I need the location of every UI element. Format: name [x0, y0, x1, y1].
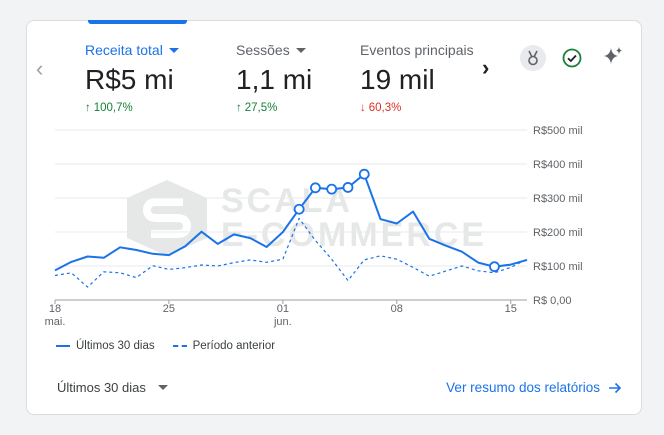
arrow-up-icon: ↑ — [85, 102, 91, 114]
sparkle-icon[interactable] — [600, 44, 626, 70]
legend-item-previous: Período anterior — [172, 340, 276, 352]
arrow-up-icon: ↑ — [236, 102, 242, 114]
watermark-line2: E-COMMERCE — [221, 216, 488, 254]
watermark-logo-icon — [127, 180, 207, 256]
caret-down-icon — [157, 385, 168, 390]
metric-label: Sessões — [236, 42, 290, 58]
period-dropdown[interactable]: Últimos 30 dias — [57, 380, 168, 395]
chevron-left-icon[interactable]: ‹ — [36, 56, 44, 81]
metric-change: 60,3% — [368, 102, 402, 114]
arrow-right-icon — [609, 382, 622, 393]
metric-change: 100,7% — [93, 102, 133, 114]
metric-value: 1,1 mi — [236, 64, 313, 95]
arrow-down-icon: ↓ — [360, 102, 366, 114]
watermark-line1: SCALA — [221, 182, 354, 220]
watermark: SCALA E-COMMERCE — [123, 178, 487, 258]
metric-label: Eventos principais — [360, 42, 474, 58]
chevron-right-icon[interactable]: › — [482, 55, 490, 80]
legend-label-current: Últimos 30 dias — [76, 340, 155, 352]
view-reports-link[interactable]: Ver resumo dos relatórios — [446, 380, 622, 395]
active-metric-indicator — [88, 20, 187, 24]
metric-tab-sessions[interactable]: Sessões 1,1 mi ↑ 27,5% — [236, 42, 312, 114]
caret-down-icon — [295, 47, 306, 53]
dashed-line-swatch — [172, 345, 187, 347]
caret-down-icon — [168, 47, 179, 53]
chart-legend: Últimos 30 dias Período anterior — [56, 340, 275, 352]
metric-value: 19 mil — [360, 64, 435, 95]
metric-label: Receita total — [85, 42, 163, 58]
legend-label-previous: Período anterior — [192, 340, 276, 352]
solid-line-swatch — [56, 345, 70, 347]
period-dropdown-label: Últimos 30 dias — [57, 380, 146, 395]
metric-tab-revenue[interactable]: Receita total R$5 mi ↑ 100,7% — [85, 42, 179, 114]
metric-tab-key-events[interactable]: Eventos principais 19 mil ↓ 60,3% — [360, 42, 478, 114]
metric-change: 27,5% — [244, 102, 278, 114]
legend-item-current: Últimos 30 dias — [56, 340, 155, 352]
metric-value: R$5 mi — [85, 64, 174, 95]
check-circle-icon[interactable] — [559, 45, 585, 71]
view-reports-label: Ver resumo dos relatórios — [446, 380, 600, 395]
medal-icon[interactable] — [520, 45, 546, 71]
